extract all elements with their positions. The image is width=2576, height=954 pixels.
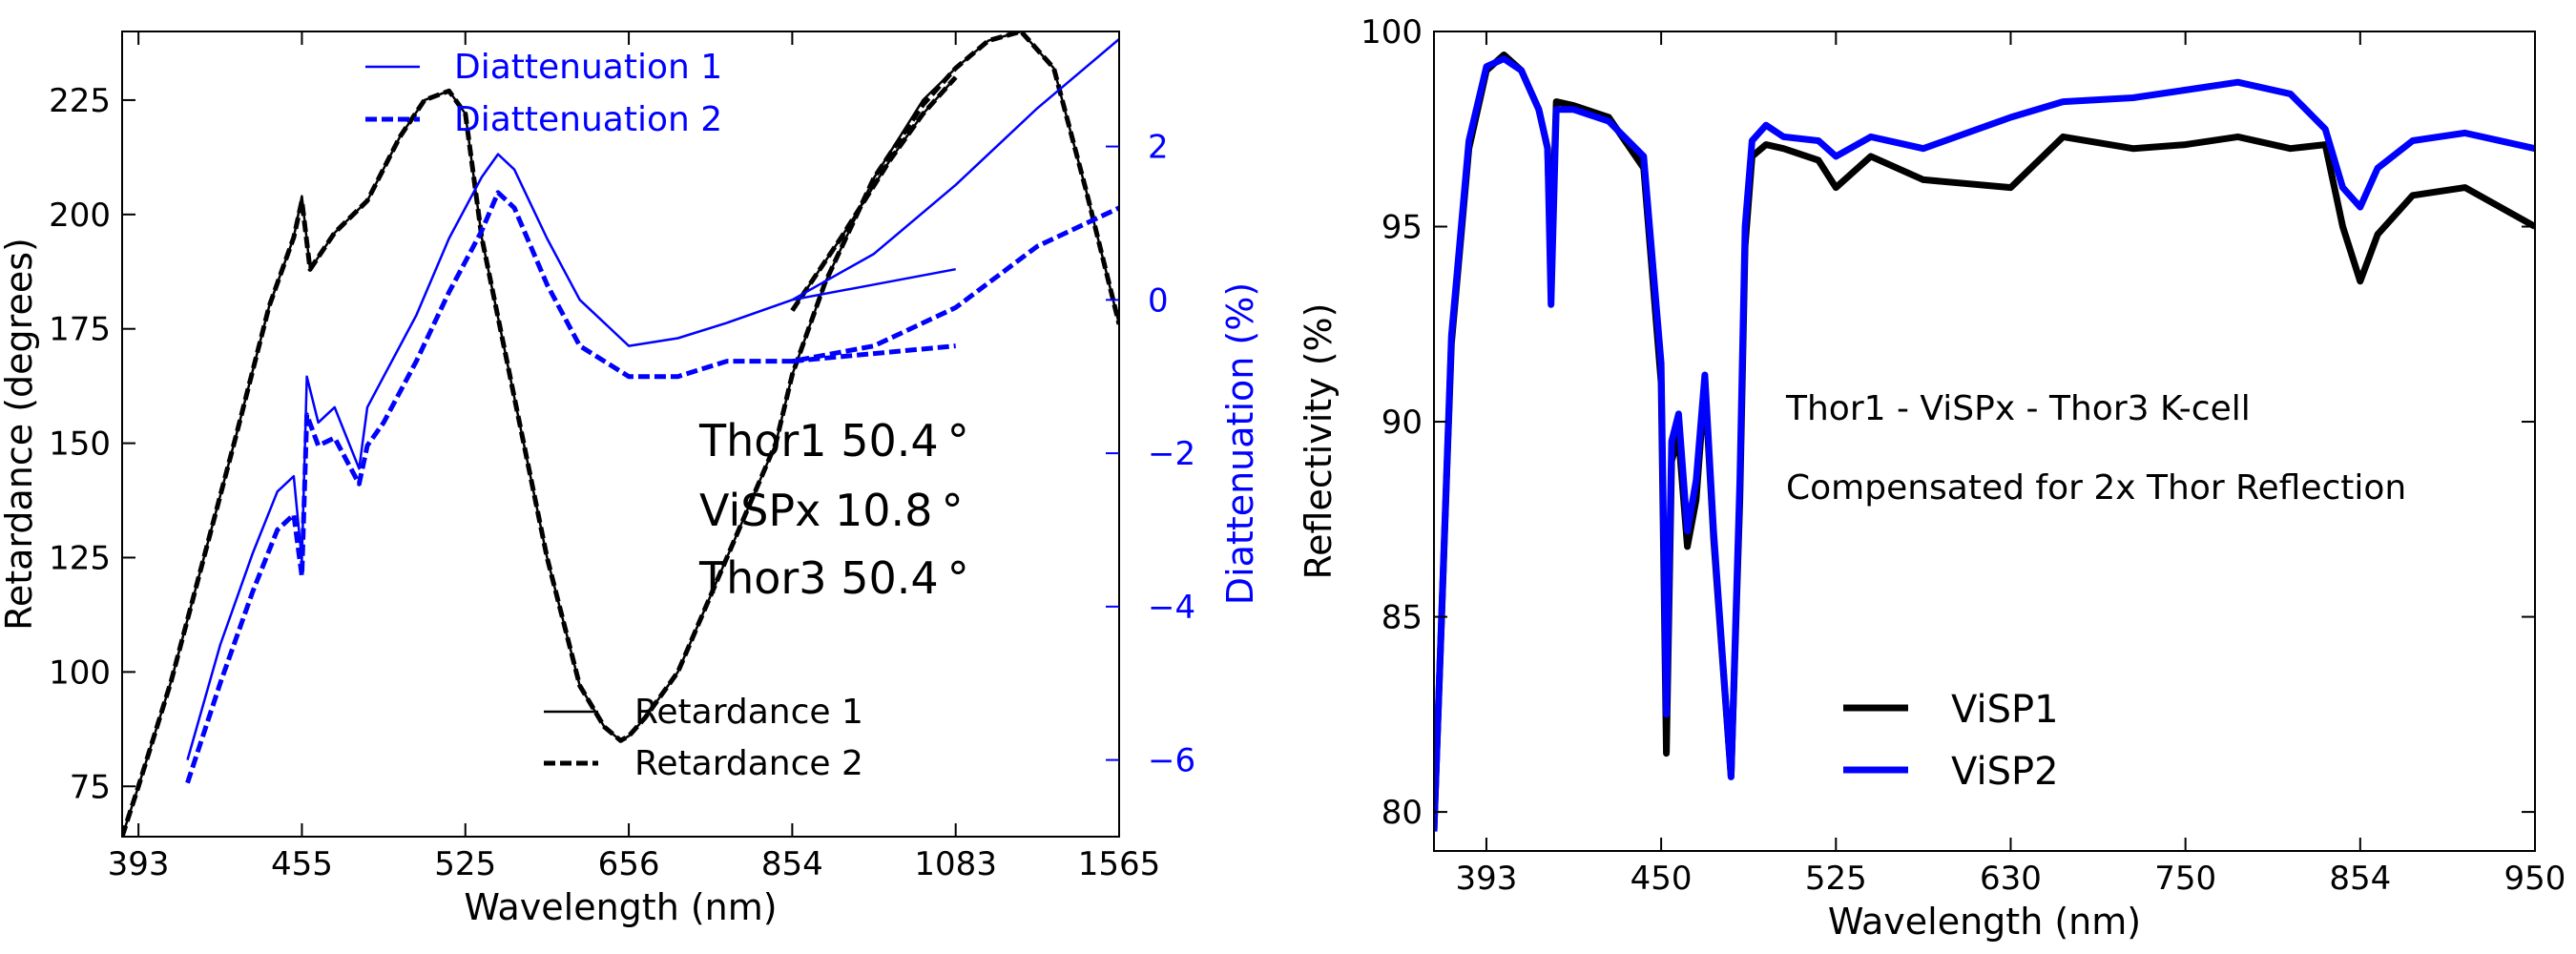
right-legend-label-0: ViSP1 (1951, 688, 2059, 732)
left-annotation-2: Thor3 50.4 ° (698, 552, 969, 604)
left-y2-tick-label-3: 0 (1148, 281, 1169, 320)
right-plot-frame (1433, 31, 2536, 852)
right-x-tick-label-2: 525 (1805, 860, 1867, 898)
right-series-line-1 (1434, 55, 2535, 832)
left-x-tick-label-0: 393 (108, 845, 170, 883)
right-y-tick-label-0: 80 (1381, 794, 1423, 832)
left-series-line-5 (185, 190, 1119, 784)
left-series-line-3 (790, 75, 958, 312)
right-annotation-0: Thor1 - ViSPx - Thor3 K-cell (1785, 389, 2251, 428)
left-y-tick-label-6: 225 (49, 82, 111, 120)
left-y2-tick-label-1: −4 (1148, 589, 1195, 627)
right-y-tick-label-4: 100 (1361, 13, 1423, 52)
right-annotation-1: Compensated for 2x Thor Reflection (1786, 468, 2406, 508)
left-series-line-6 (792, 267, 956, 301)
right-y-tick-label-1: 85 (1381, 599, 1423, 637)
right-y-tick-label-3: 95 (1381, 209, 1423, 247)
left-series-line-0 (122, 31, 1119, 837)
left-chart: 393 455 525 656 854 1083 1565 75 100 125 150 175 200… (0, 31, 1261, 928)
right-x-tick-label-4: 750 (2154, 860, 2216, 898)
left-y-tick-label-1: 100 (49, 653, 111, 692)
left-y-axis-label: Retardance (degrees) (0, 238, 40, 631)
left-x-tick-label-3: 656 (598, 845, 660, 883)
left-y2-axis-label: Diattenuation (%) (1219, 282, 1261, 605)
right-x-tick-label-6: 950 (2504, 860, 2566, 898)
left-series-line-1 (122, 31, 1119, 837)
left-x-tick-label-4: 854 (761, 845, 823, 883)
left-x-tick-label-5: 1083 (914, 845, 997, 883)
right-x-tick-label-3: 630 (1980, 860, 2042, 898)
right-chart: 393 450 525 630 750 854 950 80 85 90 95 100 Waveleng… (1298, 13, 2566, 943)
left-series-group (122, 31, 1119, 837)
right-x-tick-label-5: 854 (2329, 860, 2391, 898)
left-x-tick-label-2: 525 (434, 845, 496, 883)
left-x-axis-label: Wavelength (nm) (464, 886, 777, 928)
right-legend-label-1: ViSP2 (1951, 750, 2059, 794)
right-y-axis-label: Reflectivity (%) (1298, 302, 1340, 579)
left-y2-tick-label-2: −2 (1148, 435, 1195, 473)
left-legend-diattenuation-label-1: Diattenuation 2 (454, 100, 722, 139)
left-y-tick-label-2: 125 (49, 539, 111, 577)
right-x-tick-label-1: 450 (1631, 860, 1693, 898)
left-y-tick-label-4: 175 (49, 311, 111, 349)
right-series-group (1434, 52, 2535, 832)
left-legend-diattenuation-label-0: Diattenuation 1 (454, 48, 722, 87)
left-x-tick-label-6: 1565 (1078, 845, 1161, 883)
left-x-tick-label-1: 455 (271, 845, 333, 883)
left-annotation-1: ViSPx 10.8 ° (699, 485, 964, 536)
left-legend-retardance-label-0: Retardance 1 (634, 693, 863, 732)
left-y-tick-label-0: 75 (70, 768, 111, 806)
right-x-axis-label: Wavelength (nm) (1828, 901, 2141, 943)
left-plot-frame (121, 31, 1120, 838)
left-annotation-0: Thor1 50.4 ° (698, 415, 969, 467)
left-legend-retardance-label-1: Retardance 2 (634, 744, 863, 783)
left-y2-tick-label-4: 2 (1148, 129, 1169, 167)
left-y-tick-label-3: 150 (49, 425, 111, 464)
left-series-line-4 (186, 38, 1119, 760)
right-x-tick-label-0: 393 (1455, 860, 1517, 898)
left-y2-tick-label-0: −6 (1148, 742, 1195, 780)
left-series-line-7 (792, 343, 956, 364)
right-y-tick-label-2: 90 (1381, 404, 1423, 442)
left-y-tick-label-5: 200 (49, 197, 111, 235)
